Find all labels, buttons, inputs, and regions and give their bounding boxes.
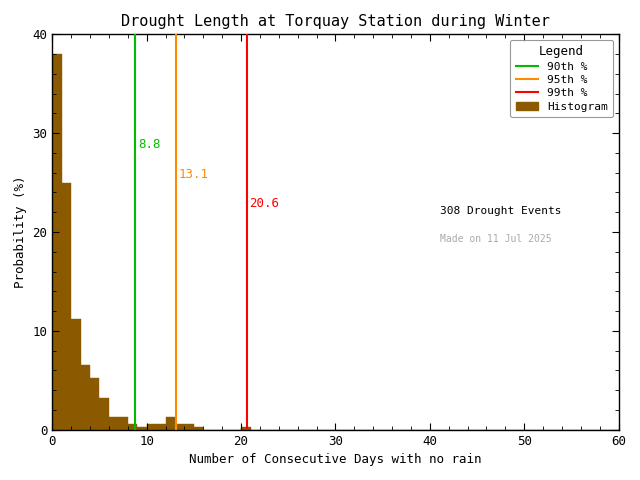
Bar bbox=[71, 319, 81, 430]
Bar bbox=[109, 417, 118, 430]
Bar bbox=[156, 424, 166, 430]
Bar bbox=[61, 182, 71, 430]
Bar bbox=[128, 424, 137, 430]
Bar bbox=[137, 427, 147, 430]
Bar bbox=[194, 427, 204, 430]
Bar bbox=[175, 424, 184, 430]
Text: 8.8: 8.8 bbox=[138, 138, 161, 151]
X-axis label: Number of Consecutive Days with no rain: Number of Consecutive Days with no rain bbox=[189, 453, 482, 466]
Title: Drought Length at Torquay Station during Winter: Drought Length at Torquay Station during… bbox=[121, 14, 550, 29]
Bar bbox=[166, 417, 175, 430]
Bar bbox=[90, 378, 99, 430]
Bar bbox=[147, 424, 156, 430]
Bar bbox=[184, 424, 194, 430]
Text: 20.6: 20.6 bbox=[250, 197, 280, 210]
Text: 308 Drought Events: 308 Drought Events bbox=[440, 206, 562, 216]
Bar bbox=[81, 365, 90, 430]
Bar bbox=[52, 54, 61, 430]
Bar bbox=[99, 398, 109, 430]
Bar bbox=[241, 427, 250, 430]
Y-axis label: Probability (%): Probability (%) bbox=[14, 176, 27, 288]
Text: Made on 11 Jul 2025: Made on 11 Jul 2025 bbox=[440, 234, 552, 244]
Text: 13.1: 13.1 bbox=[179, 168, 209, 180]
Bar bbox=[118, 417, 128, 430]
Legend: 90th %, 95th %, 99th %, Histogram: 90th %, 95th %, 99th %, Histogram bbox=[510, 40, 613, 117]
